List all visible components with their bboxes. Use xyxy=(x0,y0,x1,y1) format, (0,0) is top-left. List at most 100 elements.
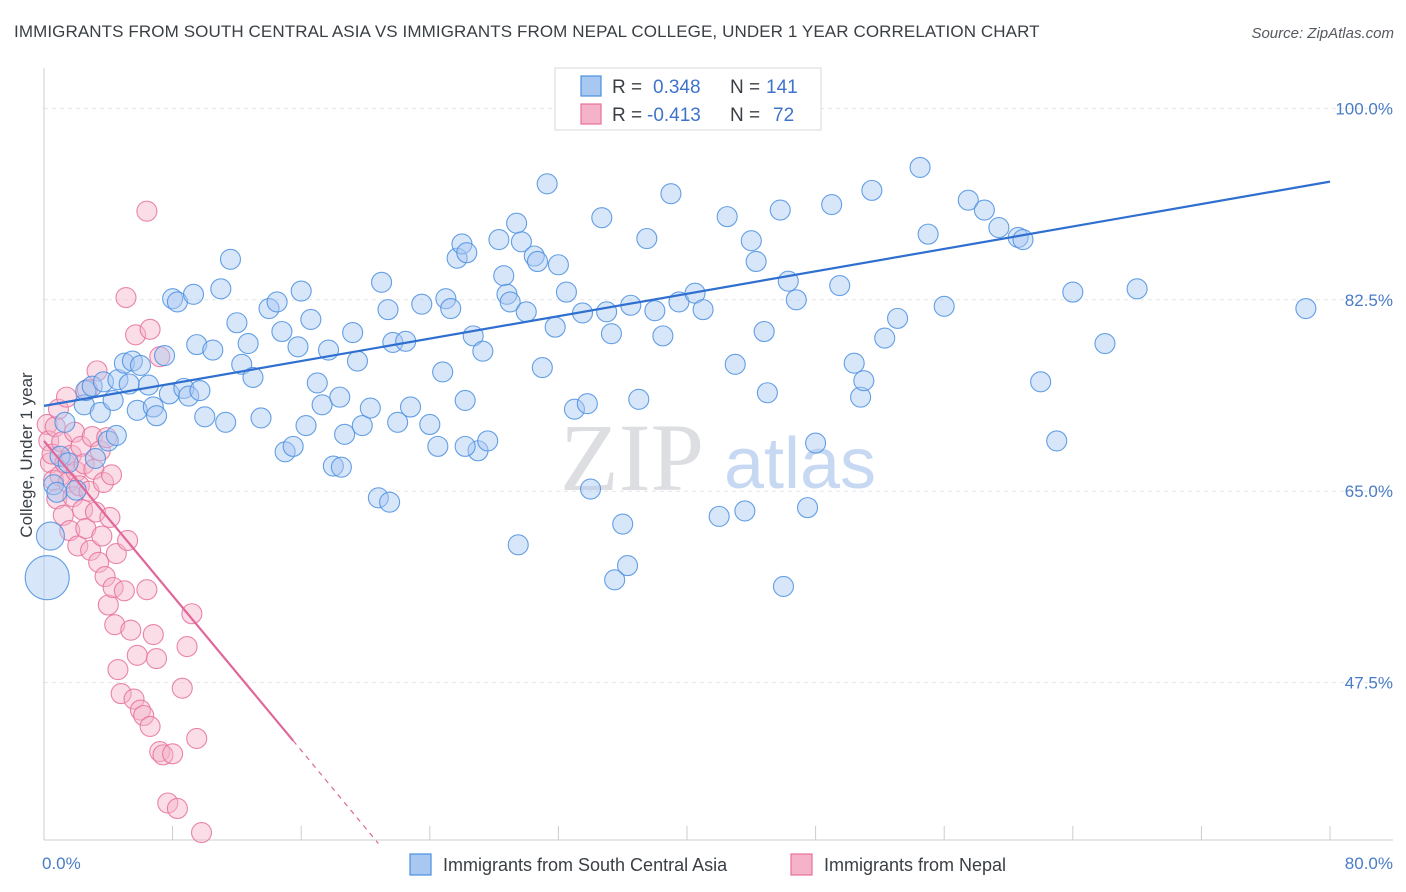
sca-point-33 xyxy=(186,334,208,356)
sca-point-120 xyxy=(745,250,767,273)
sca-point-100 xyxy=(576,393,598,415)
sca-point-139 xyxy=(933,295,955,317)
nepal-point-50 xyxy=(126,644,148,666)
nepal-point-40 xyxy=(100,464,123,486)
bottom-legend-swatch-pink xyxy=(790,853,813,876)
sca-point-35 xyxy=(194,406,216,428)
sca-point-110 xyxy=(652,325,674,347)
sca-point-16 xyxy=(105,424,127,446)
sca-point-121 xyxy=(753,320,775,343)
sca-point-124 xyxy=(772,575,795,597)
sca-point-150 xyxy=(1295,297,1317,320)
y-axis-label: College, Under 1 year xyxy=(17,372,36,538)
trendlines xyxy=(43,180,1331,844)
sca-point-109 xyxy=(644,300,666,322)
sca-point-60 xyxy=(342,322,364,344)
sca-point-73 xyxy=(427,435,449,457)
nepal-point-32 xyxy=(88,551,110,573)
sca-point-134 xyxy=(861,179,883,201)
south-central-asia-points xyxy=(24,156,1317,601)
sca-point-24 xyxy=(142,396,164,418)
sca-point-21 xyxy=(126,399,148,421)
nepal-point-52 xyxy=(133,704,155,727)
legend-n-label-pink: N = xyxy=(730,105,760,126)
sca-point-19 xyxy=(118,373,140,395)
nepal-point-19 xyxy=(67,535,89,557)
sca-point-71 xyxy=(411,293,433,315)
bottom-legend-label-pink: Immigrants from Nepal xyxy=(824,855,1006,875)
sca-point-151 xyxy=(330,456,352,478)
sca-point-101 xyxy=(579,478,602,500)
sca-point-72 xyxy=(419,413,441,436)
sca-point-117 xyxy=(724,353,746,375)
sca-point-85 xyxy=(493,265,515,287)
sca-point-147 xyxy=(1062,281,1084,303)
sca-point-58 xyxy=(329,386,351,408)
sca-point-53 xyxy=(300,308,322,331)
sca-point-23 xyxy=(137,374,160,396)
watermark-zip: ZIP xyxy=(560,404,704,511)
nepal-point-69 xyxy=(139,318,161,340)
trendline-south-central-asia xyxy=(43,180,1331,407)
sca-point-98 xyxy=(563,398,586,420)
nepal-point-59 xyxy=(157,792,179,814)
sca-point-155 xyxy=(604,569,626,591)
nepal-point-66 xyxy=(190,821,213,844)
sca-point-126 xyxy=(785,289,807,311)
sca-point-152 xyxy=(379,491,401,513)
sca-point-142 xyxy=(988,217,1010,239)
sca-point-92 xyxy=(526,250,549,273)
nepal-point-71 xyxy=(115,287,137,309)
sca-point-144 xyxy=(1012,229,1034,251)
sca-point-114 xyxy=(692,299,714,321)
sca-point-6 xyxy=(57,452,79,474)
nepal-point-53 xyxy=(136,579,158,601)
sca-point-1 xyxy=(35,521,65,551)
sca-point-96 xyxy=(547,254,569,276)
sca-point-63 xyxy=(359,397,381,419)
sca-point-57 xyxy=(322,455,344,477)
legend-box: R = 0.348 N = 141 R = -0.413 N = 72 xyxy=(554,67,822,131)
sca-point-87 xyxy=(499,291,521,313)
sca-point-50 xyxy=(287,336,309,358)
nepal-point-23 xyxy=(73,453,95,475)
sca-point-59 xyxy=(334,423,356,445)
legend-r-value-pink: -0.413 xyxy=(647,105,701,126)
nepal-point-63 xyxy=(176,636,198,658)
sca-point-84 xyxy=(488,229,510,251)
sca-point-133 xyxy=(853,370,875,392)
x-tick-labels: 0.0% 80.0% xyxy=(42,854,1393,873)
bottom-legend-swatch-blue xyxy=(409,853,432,876)
sca-point-94 xyxy=(536,173,558,195)
nepal-point-22 xyxy=(72,499,94,521)
sca-point-102 xyxy=(591,207,613,229)
sca-point-156 xyxy=(616,555,639,577)
sca-point-129 xyxy=(821,194,843,216)
legend-r-label-pink: R = xyxy=(612,105,642,126)
nepal-point-42 xyxy=(104,614,126,636)
nepal-point-44 xyxy=(107,658,129,681)
y-tick-label-1: 82.5% xyxy=(1345,291,1393,310)
sca-point-3 xyxy=(46,481,68,503)
y-tick-labels: 100.0% 82.5% 65.0% 47.5% xyxy=(1335,99,1393,692)
bottom-legend-label-blue: Immigrants from South Central Asia xyxy=(443,855,728,875)
sca-point-77 xyxy=(446,247,468,269)
nepal-point-56 xyxy=(145,648,168,670)
sca-point-5 xyxy=(54,411,76,433)
y-tick-label-0: 100.0% xyxy=(1335,99,1393,118)
sca-point-104 xyxy=(600,323,622,345)
sca-point-119 xyxy=(740,230,762,252)
sca-point-90 xyxy=(515,301,537,323)
watermark-atlas: atlas xyxy=(724,424,876,504)
sca-point-149 xyxy=(1126,278,1148,300)
sca-point-123 xyxy=(769,199,791,221)
sca-point-52 xyxy=(295,415,317,437)
sca-point-105 xyxy=(612,513,634,535)
sca-point-118 xyxy=(734,500,756,522)
sca-point-32 xyxy=(182,283,205,305)
sca-point-74 xyxy=(432,361,454,383)
sca-point-146 xyxy=(1046,430,1068,452)
sca-point-31 xyxy=(178,385,200,407)
sca-point-61 xyxy=(346,350,369,372)
